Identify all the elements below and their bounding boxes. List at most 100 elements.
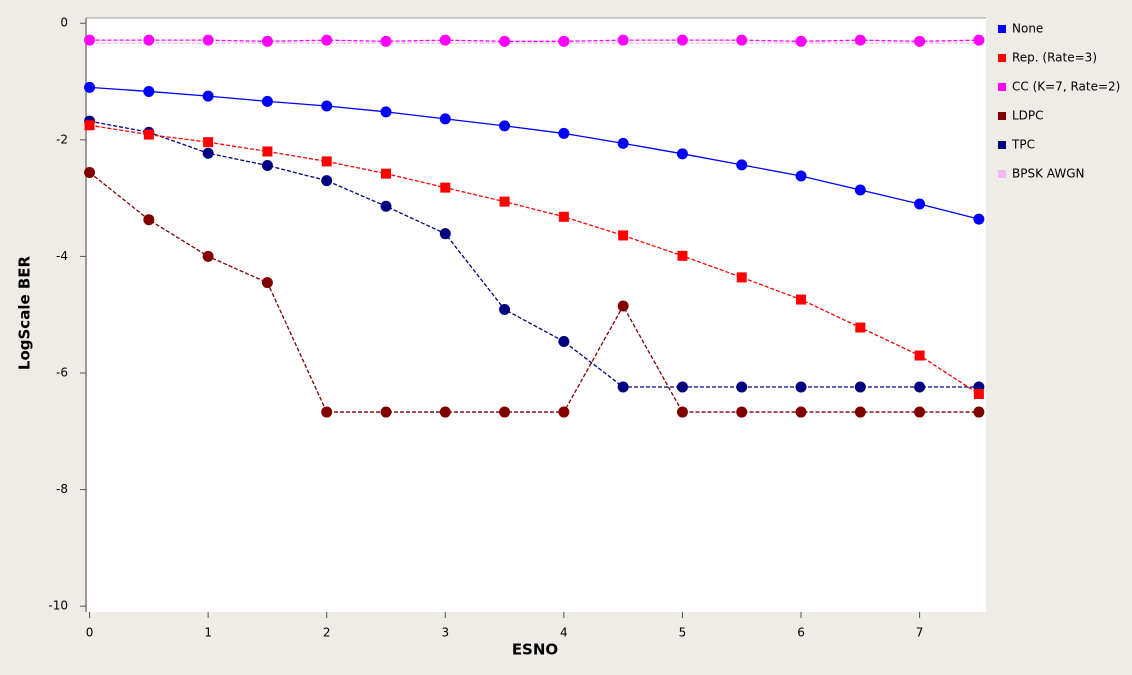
point <box>381 168 391 179</box>
series-line <box>89 120 979 388</box>
series-line <box>89 39 979 42</box>
point <box>321 406 333 418</box>
legend-label: LDPC <box>1012 109 1044 123</box>
point <box>854 34 866 46</box>
x-tick-label: 0 <box>86 626 94 640</box>
point <box>676 34 688 46</box>
point <box>439 228 451 240</box>
x-tick-label: 3 <box>441 626 449 640</box>
y-tick-label: -2 <box>56 132 68 146</box>
point <box>618 230 629 241</box>
point <box>795 406 807 418</box>
point <box>143 85 155 97</box>
point <box>558 406 570 418</box>
point <box>736 406 748 418</box>
x-tick-label: 2 <box>323 626 331 640</box>
point <box>84 120 95 131</box>
point <box>84 81 96 93</box>
y-tick-label: 0 <box>60 16 68 30</box>
y-axis-label: LogScale BER <box>16 255 34 370</box>
point <box>617 137 629 149</box>
point <box>143 214 155 226</box>
point <box>558 211 569 222</box>
point <box>261 95 273 107</box>
point <box>736 272 747 283</box>
legend-label: Rep. (Rate=3) <box>1012 51 1097 65</box>
point <box>854 406 866 418</box>
point <box>439 34 451 46</box>
point <box>380 35 392 47</box>
x-tick-label: 4 <box>560 626 568 640</box>
legend-swatch <box>998 170 1006 178</box>
point <box>439 113 451 125</box>
point <box>973 34 985 46</box>
point <box>84 34 96 46</box>
point <box>499 196 510 207</box>
point <box>736 381 748 393</box>
point <box>736 159 748 171</box>
x-tick-label: 6 <box>797 626 805 640</box>
point <box>795 381 807 393</box>
point <box>440 182 451 193</box>
point <box>499 406 511 418</box>
series-line <box>89 124 980 395</box>
point <box>261 35 273 47</box>
x-tick-label: 7 <box>916 626 924 640</box>
point <box>736 34 748 46</box>
point <box>795 170 807 182</box>
point <box>617 300 629 312</box>
x-tick-label: 1 <box>204 626 212 640</box>
point <box>854 381 866 393</box>
point <box>558 127 570 139</box>
point <box>380 200 392 212</box>
point <box>973 406 985 418</box>
point <box>914 35 926 47</box>
point <box>321 175 333 187</box>
point <box>914 381 926 393</box>
point <box>261 277 273 289</box>
series-line <box>89 171 979 413</box>
point <box>321 156 332 167</box>
point <box>439 406 451 418</box>
point <box>796 294 807 305</box>
point <box>617 34 629 46</box>
point <box>973 213 985 225</box>
point <box>558 336 570 348</box>
point <box>914 198 926 210</box>
legend-label: None <box>1012 22 1043 36</box>
y-tick-label: -6 <box>56 366 68 380</box>
y-tick-label: -10 <box>48 599 68 613</box>
x-tick-label: 5 <box>679 626 687 640</box>
legend-swatch <box>998 25 1006 33</box>
point <box>914 406 926 418</box>
point <box>202 250 214 262</box>
point <box>855 322 866 333</box>
point <box>499 303 511 315</box>
point <box>84 166 96 178</box>
series-line <box>89 86 980 220</box>
point <box>261 159 273 171</box>
legend-label: BPSK AWGN <box>1012 167 1084 181</box>
point <box>914 350 925 361</box>
legend-label: CC (K=7, Rate=2) <box>1012 80 1120 94</box>
point <box>380 406 392 418</box>
point <box>676 148 688 160</box>
x-axis-label: ESNO <box>512 641 558 659</box>
point <box>617 381 629 393</box>
point <box>676 406 688 418</box>
legend-swatch <box>998 112 1006 120</box>
point <box>854 184 866 196</box>
legend-swatch <box>998 141 1006 149</box>
y-tick-label: -4 <box>56 249 68 263</box>
point <box>321 100 333 112</box>
plot-area <box>86 18 986 612</box>
point <box>143 129 154 140</box>
point <box>499 35 511 47</box>
point <box>202 34 214 46</box>
point <box>677 250 688 261</box>
point <box>203 137 214 148</box>
point <box>262 146 273 157</box>
point <box>202 147 214 159</box>
point <box>499 120 511 132</box>
